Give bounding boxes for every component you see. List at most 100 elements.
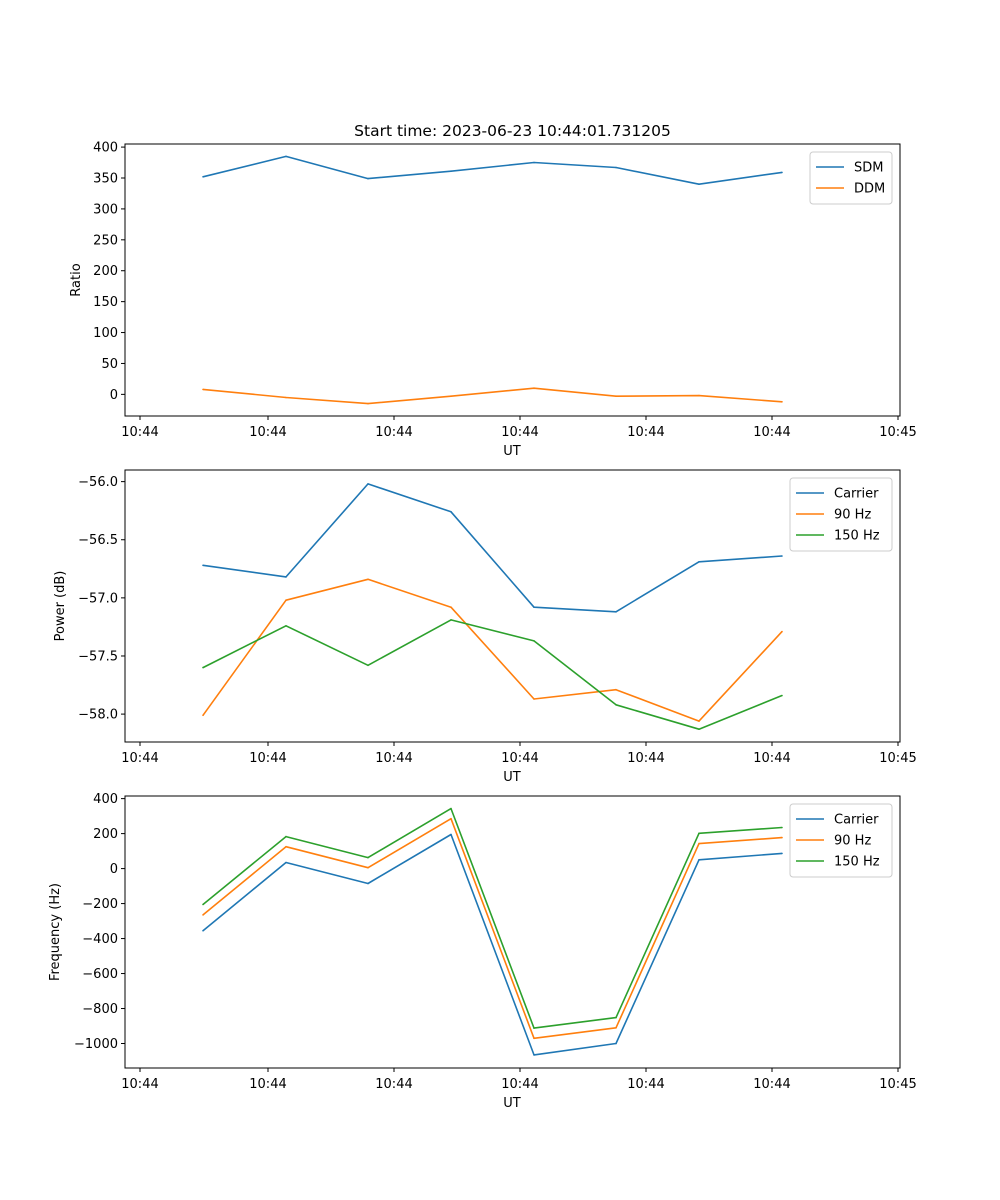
x-tick-label: 10:44 <box>753 751 790 766</box>
x-tick-label: 10:44 <box>121 425 158 440</box>
data-point <box>202 903 204 906</box>
data-point <box>533 1027 535 1029</box>
series-line-ddm <box>202 387 783 405</box>
data-point <box>367 856 369 859</box>
y-tick-label: 250 <box>93 233 118 248</box>
x-tick-label: 10:44 <box>627 1077 664 1092</box>
data-point <box>615 688 617 691</box>
y-axis-label: Power (dB) <box>53 571 68 642</box>
y-tick-label: −200 <box>82 897 118 912</box>
y-axis-label: Ratio <box>69 263 84 296</box>
legend-box <box>789 477 893 552</box>
data-point <box>450 606 452 608</box>
data-point <box>450 833 452 836</box>
axes-frame <box>124 143 901 417</box>
data-point <box>367 483 369 485</box>
data-point <box>533 1054 535 1056</box>
data-point <box>450 807 452 810</box>
x-axis-label: UT <box>503 1096 521 1111</box>
data-point <box>202 176 204 178</box>
data-point <box>615 611 617 613</box>
data-point <box>285 861 287 864</box>
data-point <box>285 396 287 399</box>
data-point <box>202 564 204 567</box>
data-point <box>285 625 287 627</box>
data-point <box>533 640 535 642</box>
data-point <box>285 599 287 601</box>
legend-box <box>789 803 893 878</box>
x-tick-label: 10:45 <box>879 1077 916 1092</box>
data-point <box>615 1016 617 1019</box>
data-point <box>615 166 617 169</box>
x-tick-label: 10:44 <box>627 425 664 440</box>
y-tick-label: −58.0 <box>78 708 118 723</box>
y-tick-label: −400 <box>82 932 118 947</box>
y-axis-label: Frequency (Hz) <box>48 883 63 981</box>
x-tick-label: 10:44 <box>249 1077 286 1092</box>
data-point <box>285 845 287 848</box>
data-point <box>533 387 535 390</box>
data-point <box>285 155 287 158</box>
series-line-carrier <box>202 833 783 1056</box>
data-point <box>367 177 369 180</box>
legend-label: 150 Hz <box>834 855 880 870</box>
data-point <box>781 826 783 829</box>
series-line-90-hz <box>202 578 783 722</box>
data-point <box>698 183 700 185</box>
x-tick-label: 10:44 <box>121 751 158 766</box>
data-point <box>202 666 204 669</box>
legend-label: 150 Hz <box>834 529 880 544</box>
x-tick-label: 10:44 <box>121 1077 158 1092</box>
y-tick-label: 100 <box>93 326 118 341</box>
chart-1: Start time: 2023-06-23 10:44:01.731205 0 5… <box>69 122 917 459</box>
data-point <box>285 576 287 578</box>
data-point <box>285 835 287 838</box>
series-line-carrier <box>202 483 783 613</box>
data-point <box>781 555 783 557</box>
axes-frame <box>124 795 901 1069</box>
data-point <box>781 836 783 839</box>
y-tick-label: 400 <box>93 141 118 156</box>
data-point <box>781 171 783 174</box>
x-tick-label: 10:44 <box>375 751 412 766</box>
y-tick-label: −600 <box>82 967 118 982</box>
x-tick-label: 10:44 <box>375 1077 412 1092</box>
data-point <box>367 664 369 667</box>
data-point <box>533 606 535 608</box>
series-line-150-hz <box>202 807 783 1029</box>
x-tick-label: 10:45 <box>879 751 916 766</box>
data-point <box>533 161 535 164</box>
x-axis-label: UT <box>503 770 521 785</box>
data-point <box>698 832 700 835</box>
y-tick-label: −1000 <box>74 1037 118 1052</box>
data-point <box>698 728 700 730</box>
data-point <box>367 578 369 581</box>
x-tick-label: 10:44 <box>627 751 664 766</box>
y-tick-label: 50 <box>101 357 118 372</box>
data-point <box>698 859 700 861</box>
legend-label: Carrier <box>834 487 879 502</box>
legend-label: 90 Hz <box>834 508 871 523</box>
y-tick-label: −57.5 <box>78 649 118 664</box>
data-point <box>367 866 369 869</box>
series-line-150-hz <box>202 619 783 731</box>
data-point <box>615 1042 617 1045</box>
x-tick-label: 10:44 <box>249 751 286 766</box>
data-point <box>698 720 700 722</box>
data-point <box>781 694 783 697</box>
legend-label: 90 Hz <box>834 834 871 849</box>
data-point <box>202 914 204 916</box>
y-tick-label: −56.5 <box>78 533 118 548</box>
data-point <box>698 561 700 563</box>
data-point <box>450 619 452 621</box>
data-point <box>450 511 452 513</box>
data-point <box>450 395 452 398</box>
series-line-90-hz <box>202 817 783 1040</box>
y-tick-label: −800 <box>82 1002 118 1017</box>
chart-2: −58.0 −57.5 −57.0 −56.5 −56.0 10:44 10:44 10:44… <box>53 469 917 785</box>
data-point <box>367 402 369 405</box>
y-tick-label: 0 <box>110 862 118 877</box>
data-point <box>615 1027 617 1029</box>
data-point <box>615 395 617 398</box>
